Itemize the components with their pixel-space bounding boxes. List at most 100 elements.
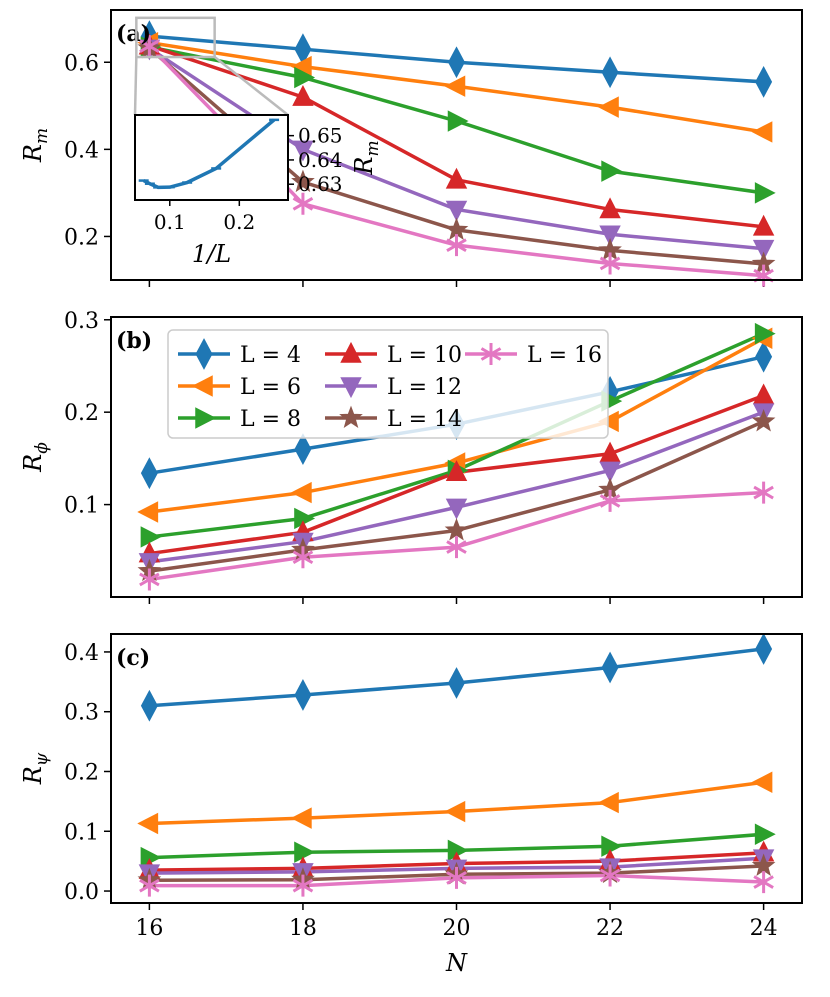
- legend-entry: L = 10: [325, 341, 462, 368]
- data-point: [139, 874, 160, 897]
- data-point: [294, 66, 316, 89]
- y-tick-label: 0.3: [64, 701, 99, 726]
- panel-label: (c): [116, 645, 150, 671]
- legend-marker: [195, 407, 217, 429]
- axes-frame: [110, 9, 803, 281]
- panel-b: 0.1 0.2 0.3 Rϕ (b) L = 4 L = 6 L = 8 L = 10 L = 1…: [19, 309, 803, 604]
- y-tick-label: 0.3: [64, 309, 99, 334]
- data-point: [291, 169, 315, 193]
- data-point: [139, 568, 160, 591]
- y-tick-label: 0.6: [64, 51, 99, 76]
- data-point: [448, 667, 465, 699]
- data-point: [294, 679, 312, 711]
- data-point: [751, 408, 776, 432]
- data-point: [599, 197, 621, 219]
- zoom-indicator: [135, 16, 216, 59]
- zoom-connector: [133, 57, 138, 116]
- data-point: [755, 633, 773, 665]
- data-point: [445, 498, 468, 520]
- data-point: [140, 689, 158, 722]
- data-point: [754, 182, 776, 204]
- data-point: [754, 322, 776, 345]
- data-point: [599, 252, 621, 275]
- data-point: [292, 546, 314, 569]
- y-tick-label: 0.1: [64, 820, 99, 845]
- data-point: [445, 200, 468, 222]
- data-point: [140, 526, 162, 548]
- data-point: [599, 225, 621, 247]
- data-point: [290, 481, 312, 504]
- data-point: [601, 56, 619, 89]
- data-point: [446, 536, 467, 559]
- data-point: [292, 874, 314, 897]
- data-point: [444, 518, 469, 541]
- data-point: [292, 140, 314, 162]
- legend-label: L = 12: [387, 375, 462, 400]
- data-point: [752, 383, 775, 405]
- legend-entry: L = 4: [178, 338, 301, 370]
- x-tick-label: 24: [750, 916, 778, 941]
- data-point: [292, 85, 314, 106]
- data-point: [447, 110, 469, 132]
- data-point: [137, 812, 159, 835]
- data-point: [751, 853, 776, 876]
- data-point: [597, 96, 619, 118]
- panel-c: 0.0 0.1 0.2 0.3 0.4 16 18 20 22 24 N Rψ (c): [19, 633, 803, 977]
- data-point: [445, 167, 468, 189]
- legend-label: L = 14: [387, 407, 462, 432]
- data-point: [753, 871, 774, 894]
- data-point: [755, 340, 773, 373]
- y-tick-label: 0.1: [64, 494, 99, 519]
- data-point: [601, 160, 623, 182]
- data-point: [751, 121, 773, 143]
- inset-x-tick-label: 0.2: [223, 210, 255, 234]
- data-point: [294, 433, 312, 466]
- data-point: [139, 35, 160, 58]
- data-point: [446, 866, 467, 889]
- panel-label: (a): [116, 21, 151, 47]
- legend-marker: [480, 343, 502, 365]
- data-point: [751, 771, 773, 793]
- legend-label: L = 8: [240, 407, 301, 432]
- data-point: [445, 460, 468, 481]
- x-tick-label: 22: [596, 916, 624, 941]
- inset-x-tick-label: 0.1: [154, 210, 186, 234]
- data-point: [753, 481, 774, 504]
- data-point: [599, 461, 621, 483]
- legend-marker: [191, 375, 213, 397]
- data-point: [599, 864, 621, 887]
- inset: 0.1 0.2 1/L 0.630.640.65 Rm: [133, 16, 383, 268]
- panel-label: (b): [116, 328, 152, 354]
- zoom-connector: [213, 56, 289, 116]
- y-tick-label: 0.2: [64, 760, 99, 785]
- legend: L = 4 L = 6 L = 8 L = 10 L = 12 L = 14 L = 16: [167, 329, 609, 439]
- legend-marker: [340, 377, 362, 399]
- x-tick-label: 18: [289, 916, 317, 941]
- legend-marker: [340, 341, 362, 363]
- y-axis-label: Rm: [19, 128, 52, 163]
- inset-y-tick-label: 0.64: [298, 148, 343, 172]
- legend-label: L = 16: [527, 343, 602, 368]
- inset-y-tick-label: 0.63: [298, 172, 343, 196]
- data-point: [755, 65, 773, 98]
- inset-frame: [134, 114, 289, 201]
- inset-x-axis-label: 1/L: [192, 240, 231, 268]
- y-tick-label: 0.2: [64, 401, 99, 426]
- inset-y-axis-label: Rm: [350, 140, 383, 175]
- data-point: [444, 800, 466, 823]
- data-point: [140, 457, 158, 490]
- y-tick-label: 0.2: [64, 225, 99, 250]
- data-point: [599, 489, 621, 512]
- legend-entry: L = 12: [325, 375, 462, 400]
- data-point: [444, 75, 466, 97]
- legend-label: L = 4: [240, 343, 301, 368]
- y-tick-label: 0.4: [64, 641, 99, 666]
- legend-entry: L = 16: [465, 343, 602, 368]
- data-point: [292, 192, 314, 215]
- data-point: [446, 234, 467, 257]
- axes-frame: [110, 316, 803, 598]
- x-tick-label: 16: [135, 916, 163, 941]
- data-point: [290, 807, 312, 829]
- axes-frame: [110, 633, 803, 904]
